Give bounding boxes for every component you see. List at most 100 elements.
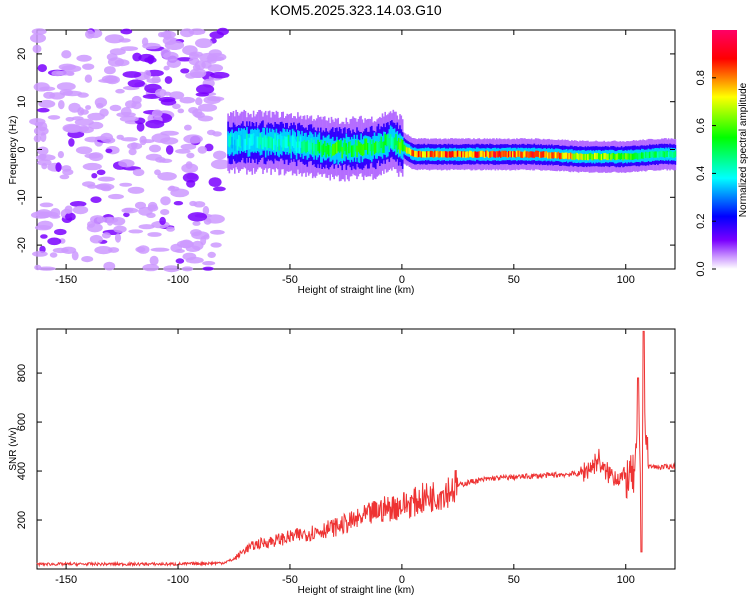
signal-cell	[583, 153, 585, 161]
signal-cell	[612, 152, 615, 160]
signal-cell	[557, 151, 560, 158]
signal-cell	[314, 132, 317, 156]
noise-speckle	[103, 261, 116, 271]
noise-speckle	[160, 48, 171, 58]
noise-speckle	[192, 64, 201, 72]
noise-speckle	[172, 103, 181, 110]
signal-cell	[497, 151, 499, 158]
signal-cell	[541, 151, 544, 158]
spectrogram-x-tick-label: 50	[508, 274, 520, 286]
signal-cell	[517, 150, 519, 157]
signal-cell	[289, 129, 291, 153]
signal-cell	[277, 135, 279, 147]
noise-speckle	[115, 88, 125, 94]
signal-cell	[504, 150, 506, 157]
noise-speckle	[175, 258, 185, 264]
signal-cell	[239, 136, 241, 148]
noise-speckle	[31, 28, 47, 35]
noise-speckle	[61, 50, 72, 59]
signal-cell	[271, 138, 274, 150]
noise-speckle	[147, 232, 162, 237]
noise-speckle	[188, 57, 200, 66]
noise-speckle	[155, 88, 167, 98]
signal-cell	[657, 151, 659, 158]
signal-cell	[248, 137, 251, 150]
noise-speckle	[138, 206, 153, 216]
signal-cell	[404, 145, 407, 152]
snr-x-tick-label: 50	[508, 574, 520, 586]
signal-cell	[332, 144, 334, 156]
noise-speckle	[82, 63, 95, 70]
noise-speckle	[40, 234, 48, 239]
noise-speckle	[61, 165, 72, 172]
signal-cell	[340, 140, 342, 152]
signal-cell	[367, 143, 369, 155]
signal-cell	[607, 153, 609, 161]
noise-speckle	[37, 64, 47, 73]
signal-cell	[634, 152, 636, 159]
signal-cell	[405, 147, 408, 154]
noise-speckle	[164, 76, 173, 84]
signal-cell	[505, 150, 507, 158]
signal-cell	[526, 151, 529, 158]
signal-cell	[528, 151, 530, 159]
noise-speckle	[120, 107, 132, 117]
signal-cell	[499, 151, 502, 158]
signal-cell	[458, 150, 460, 157]
signal-cell	[254, 136, 256, 148]
signal-cell	[563, 152, 565, 160]
signal-cell	[565, 152, 568, 159]
spectrogram-y-tick-label: 20	[16, 48, 28, 60]
spectrogram-x-tick-label: 0	[399, 274, 405, 286]
noise-speckle	[40, 132, 47, 143]
noise-speckle	[69, 201, 87, 207]
noise-speckle	[30, 33, 46, 43]
signal-cell	[430, 150, 432, 157]
signal-cell	[356, 145, 358, 158]
spectrogram-y-tick-label: 10	[16, 96, 28, 108]
signal-cell	[608, 153, 611, 160]
signal-cell	[452, 151, 455, 158]
signal-cell	[442, 151, 444, 158]
noise-speckle	[163, 265, 180, 273]
signal-cell	[337, 140, 339, 152]
snr-y-tick-label: 200	[16, 511, 28, 529]
signal-cell	[522, 151, 525, 158]
colorbar-tick-label: 0.2	[695, 214, 707, 229]
snr-x-tick-label: 100	[617, 574, 635, 586]
noise-speckle	[94, 246, 113, 255]
signal-cell	[373, 142, 376, 155]
signal-cell	[270, 137, 272, 149]
noise-speckle	[197, 115, 214, 122]
spectrogram-y-tick-label: -10	[16, 189, 28, 205]
noise-speckle	[38, 99, 56, 108]
signal-cell	[604, 153, 607, 160]
noise-speckle	[97, 176, 115, 182]
signal-cell	[536, 150, 538, 157]
signal-cell	[411, 149, 413, 156]
signal-cell	[297, 136, 299, 148]
noise-speckle	[32, 251, 48, 257]
signal-cell	[619, 153, 622, 160]
snr-x-label: Height of straight line (km)	[298, 585, 415, 596]
signal-cell	[306, 140, 309, 152]
noise-speckle	[76, 54, 92, 62]
noise-speckle	[71, 116, 84, 121]
signal-cell	[298, 141, 301, 153]
noise-speckle	[90, 215, 106, 224]
signal-cell	[651, 151, 654, 158]
signal-cell	[376, 140, 378, 153]
signal-cell	[424, 151, 427, 158]
noise-speckle	[62, 90, 83, 97]
signal-cell	[408, 147, 411, 154]
signal-cell	[357, 140, 360, 152]
signal-cell	[313, 139, 315, 152]
signal-cell	[544, 151, 546, 158]
signal-cell	[345, 143, 348, 155]
signal-cell	[466, 151, 468, 158]
spectrogram-x-tick-label: -50	[282, 274, 298, 286]
signal-cell	[247, 137, 249, 150]
signal-cell	[348, 141, 350, 154]
noise-speckle	[180, 68, 190, 74]
signal-cell	[576, 153, 579, 160]
